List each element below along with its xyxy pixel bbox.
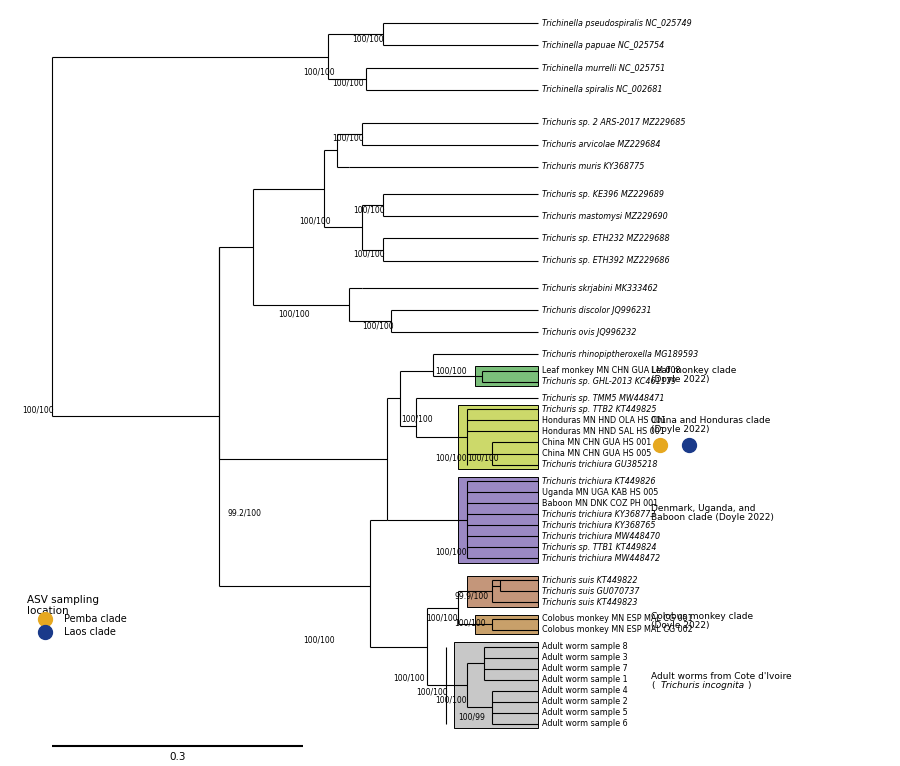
Text: Trichuris trichiura MW448472: Trichuris trichiura MW448472	[542, 554, 661, 563]
Bar	[454, 642, 538, 728]
Text: Honduras MN HND OLA HS 001: Honduras MN HND OLA HS 001	[542, 416, 666, 425]
Text: 100/100: 100/100	[354, 205, 385, 214]
Text: Adult worm sample 7: Adult worm sample 7	[542, 664, 628, 673]
Text: ASV sampling
location: ASV sampling location	[26, 594, 98, 617]
Text: 99.9/100: 99.9/100	[454, 591, 489, 601]
Text: Pemba clade: Pemba clade	[64, 614, 127, 624]
Text: Trichuris trichiura KT449826: Trichuris trichiura KT449826	[542, 476, 656, 486]
Text: 100/100: 100/100	[427, 614, 458, 622]
Text: Adult worm sample 8: Adult worm sample 8	[542, 642, 628, 651]
Text: 100/100: 100/100	[435, 696, 466, 705]
Text: Uganda MN UGA KAB HS 005: Uganda MN UGA KAB HS 005	[542, 488, 659, 496]
Text: Trichuris sp. KE396 MZ229689: Trichuris sp. KE396 MZ229689	[542, 190, 664, 199]
Bar	[475, 366, 538, 386]
Text: ): )	[748, 681, 752, 689]
Text: Laos clade: Laos clade	[64, 627, 116, 637]
Text: 100/100: 100/100	[435, 366, 466, 375]
Text: 100/100: 100/100	[401, 414, 433, 424]
Text: Trichuris discolor JQ996231: Trichuris discolor JQ996231	[542, 306, 652, 315]
Text: Adult worm sample 4: Adult worm sample 4	[542, 686, 628, 695]
Text: (Doyle 2022): (Doyle 2022)	[652, 621, 710, 630]
Text: Trichinella pseudospiralis NC_025749: Trichinella pseudospiralis NC_025749	[542, 19, 692, 28]
Text: 100/100: 100/100	[454, 619, 486, 628]
Text: Trichuris incognita: Trichuris incognita	[662, 681, 744, 689]
Text: 100/99: 100/99	[458, 712, 485, 722]
Text: Trichuris sp. ETH232 MZ229688: Trichuris sp. ETH232 MZ229688	[542, 234, 670, 243]
Text: 100/100: 100/100	[362, 321, 393, 330]
Bar	[467, 576, 538, 607]
Text: Adult worm sample 5: Adult worm sample 5	[542, 709, 628, 717]
Text: Leaf monkey clade: Leaf monkey clade	[652, 366, 736, 375]
Text: Trichinella spiralis NC_002681: Trichinella spiralis NC_002681	[542, 85, 662, 94]
Text: Denmark, Uganda, and: Denmark, Uganda, and	[652, 504, 756, 513]
Text: Trichuris rhinopiptheroxella MG189593: Trichuris rhinopiptheroxella MG189593	[542, 350, 698, 358]
Text: 100/100: 100/100	[417, 687, 448, 696]
Text: 100/100: 100/100	[393, 674, 425, 683]
Text: Trichuris sp. TMM5 MW448471: Trichuris sp. TMM5 MW448471	[542, 394, 665, 403]
Text: 100/100: 100/100	[278, 310, 310, 319]
Text: Trichuris sp. ETH392 MZ229686: Trichuris sp. ETH392 MZ229686	[542, 256, 670, 265]
Text: China MN CHN GUA HS 001: China MN CHN GUA HS 001	[542, 438, 652, 447]
Bar	[475, 614, 538, 634]
Text: Trichuris suis KT449822: Trichuris suis KT449822	[542, 576, 638, 585]
Text: Adult worm sample 1: Adult worm sample 1	[542, 675, 628, 684]
Text: Trichinella murrelli NC_025751: Trichinella murrelli NC_025751	[542, 63, 665, 72]
Text: Trichuris sp. 2 ARS-2017 MZ229685: Trichuris sp. 2 ARS-2017 MZ229685	[542, 118, 686, 127]
Text: Trichuris trichiura KY368773: Trichuris trichiura KY368773	[542, 509, 656, 519]
Text: 99.2/100: 99.2/100	[228, 509, 262, 518]
Text: Colobus monkey clade: Colobus monkey clade	[652, 612, 753, 621]
Text: Leaf monkey MN CHN GUA LM 008: Leaf monkey MN CHN GUA LM 008	[542, 366, 680, 375]
Text: China and Honduras clade: China and Honduras clade	[652, 416, 770, 425]
Text: Adult worms from Cote d'Ivoire: Adult worms from Cote d'Ivoire	[652, 672, 792, 681]
Text: 0.3: 0.3	[169, 752, 185, 762]
Text: Trichuris arvicolae MZ229684: Trichuris arvicolae MZ229684	[542, 140, 661, 149]
Text: Trichuris sp. TTB1 KT449824: Trichuris sp. TTB1 KT449824	[542, 543, 657, 552]
Text: Trichuris trichiura GU385218: Trichuris trichiura GU385218	[542, 460, 658, 469]
Text: Trichuris sp. GHL-2013 KC461179: Trichuris sp. GHL-2013 KC461179	[542, 378, 677, 386]
Text: 100/100: 100/100	[333, 78, 364, 87]
Text: Adult worm sample 6: Adult worm sample 6	[542, 719, 628, 728]
Text: (: (	[652, 681, 654, 689]
Text: 100/100: 100/100	[352, 34, 383, 44]
Text: Trichuris muris KY368775: Trichuris muris KY368775	[542, 162, 644, 172]
Text: Trichuris mastomysi MZ229690: Trichuris mastomysi MZ229690	[542, 212, 668, 221]
Text: (Doyle 2022): (Doyle 2022)	[652, 425, 710, 434]
Bar	[458, 405, 538, 469]
Text: 100/100: 100/100	[333, 133, 364, 142]
Text: 100/100: 100/100	[303, 67, 335, 77]
Text: Trichuris trichiura MW448470: Trichuris trichiura MW448470	[542, 532, 661, 541]
Text: Trichinella papuae NC_025754: Trichinella papuae NC_025754	[542, 41, 664, 50]
Text: 100/100: 100/100	[435, 453, 466, 463]
Text: 100/100: 100/100	[354, 250, 385, 258]
Text: 100/100: 100/100	[435, 547, 466, 556]
Text: Trichuris ovis JQ996232: Trichuris ovis JQ996232	[542, 328, 636, 337]
Text: Adult worm sample 3: Adult worm sample 3	[542, 653, 628, 662]
Text: (Doyle 2022): (Doyle 2022)	[652, 375, 710, 384]
Text: 100/100: 100/100	[303, 635, 335, 644]
Text: Trichuris suis KT449823: Trichuris suis KT449823	[542, 598, 638, 607]
Text: Adult worm sample 2: Adult worm sample 2	[542, 697, 628, 706]
Text: Baboon MN DNK COZ PH 001: Baboon MN DNK COZ PH 001	[542, 499, 659, 508]
Text: Colobus monkey MN ESP MAL CG 001: Colobus monkey MN ESP MAL CG 001	[542, 614, 693, 624]
Text: 100/100: 100/100	[467, 453, 499, 463]
Text: 100/100: 100/100	[22, 405, 54, 414]
Text: 100/100: 100/100	[299, 216, 330, 225]
Text: Trichuris skrjabini MK333462: Trichuris skrjabini MK333462	[542, 283, 658, 293]
Bar	[458, 476, 538, 563]
Text: Trichuris suis GU070737: Trichuris suis GU070737	[542, 587, 640, 596]
Text: Colobus monkey MN ESP MAL CG 002: Colobus monkey MN ESP MAL CG 002	[542, 626, 693, 634]
Text: Honduras MN HND SAL HS 001: Honduras MN HND SAL HS 001	[542, 427, 665, 436]
Text: China MN CHN GUA HS 005: China MN CHN GUA HS 005	[542, 449, 652, 458]
Text: Trichuris trichiura KY368765: Trichuris trichiura KY368765	[542, 521, 656, 530]
Text: Trichuris sp. TTB2 KT449825: Trichuris sp. TTB2 KT449825	[542, 405, 657, 414]
Text: Baboon clade (Doyle 2022): Baboon clade (Doyle 2022)	[652, 513, 774, 522]
